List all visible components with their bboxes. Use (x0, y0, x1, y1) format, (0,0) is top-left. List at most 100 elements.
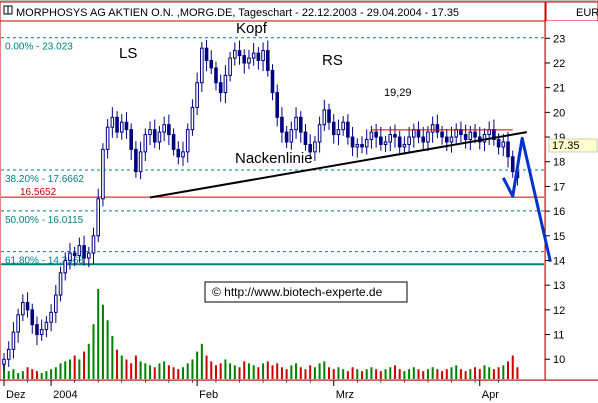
fib-level-label: 50.00% - 16.0115 (5, 215, 84, 226)
volume-bar (337, 367, 340, 379)
candle-body (233, 50, 237, 59)
resistance-value-label: 19,29 (384, 87, 412, 99)
copyright-box: © http://www.biotech-experte.de (204, 281, 408, 303)
volume-bar (40, 373, 43, 379)
y-tick-label: 12 (553, 305, 565, 317)
candle-body (449, 136, 454, 143)
x-tick-label: Feb (199, 389, 218, 401)
projection-path (501, 136, 552, 263)
candle-body (313, 141, 317, 153)
candle-body (2, 358, 6, 365)
volume-bar (469, 369, 472, 379)
volume-bar (295, 363, 298, 379)
volume-bar (3, 363, 5, 379)
candle-body (426, 131, 430, 143)
volume-bar (488, 367, 491, 379)
fib-level-label: 38.20% - 17.6662 (5, 174, 84, 185)
volume-bar (116, 349, 119, 379)
volume-bar (474, 367, 477, 379)
volume-bar (97, 289, 100, 379)
volume-bar (233, 365, 236, 379)
volume-bar (441, 371, 444, 379)
candle-body (167, 124, 171, 136)
candle-body (119, 121, 124, 133)
y-tick-label: 21 (553, 83, 565, 95)
candle-body (298, 116, 303, 133)
candle-body (54, 294, 58, 313)
candle-body (195, 82, 199, 108)
volume-bar (393, 365, 396, 379)
candle-body (162, 124, 166, 133)
volume-bar (134, 355, 137, 379)
volume-bar (78, 359, 81, 379)
y-tick-label: 15 (553, 231, 565, 243)
candle-body (30, 309, 35, 326)
volume-bar (111, 335, 114, 379)
neckline-trend-line (149, 131, 528, 199)
candle-body (148, 129, 152, 136)
y-tick-label: 22 (553, 58, 565, 70)
title-icon (3, 5, 13, 15)
volume-bar (313, 367, 316, 379)
volume-bar (247, 363, 250, 379)
volume-bar (139, 361, 142, 379)
candle-body (129, 129, 133, 150)
candle-body (360, 143, 364, 148)
candle-body (407, 136, 411, 145)
volume-bar (455, 365, 458, 379)
volume-bar (7, 371, 10, 379)
volume-bar (64, 361, 67, 379)
volume-bar (351, 367, 354, 379)
left-shoulder-label: LS (119, 45, 137, 62)
candle-body (364, 139, 369, 148)
candle-body (171, 134, 176, 150)
candle-body (16, 314, 20, 333)
volume-bar (356, 369, 359, 379)
volume-bar (304, 369, 307, 379)
fibonacci-layer: 0.00% - 23.023 38.20% - 17.6662 50.00% - 1… (1, 37, 544, 267)
volume-bar (332, 369, 335, 379)
candle-body (152, 129, 157, 143)
volume-bar (214, 365, 217, 379)
candle-body (72, 252, 77, 257)
candle-body (77, 245, 82, 257)
volume-bar (516, 367, 519, 379)
fib-level-label: 0.00% - 23.023 (5, 42, 73, 53)
volume-bar (431, 367, 434, 379)
candle-body (91, 235, 96, 254)
volume-bar (398, 369, 401, 379)
volume-bar (219, 363, 222, 379)
volume-bar (17, 373, 20, 379)
candle-body (463, 134, 468, 141)
volume-bar (205, 355, 208, 379)
y-tick-label: 17 (553, 181, 565, 193)
candle-body (294, 116, 298, 131)
volume-bar (200, 343, 203, 379)
candle-body (115, 116, 119, 133)
candle-body (223, 74, 228, 94)
candle-body (190, 106, 195, 131)
volume-bar (262, 363, 265, 379)
volume-bar (68, 359, 71, 379)
volume-bar (252, 365, 255, 379)
candle-body (468, 131, 473, 141)
candle-body (39, 329, 44, 336)
volume-bar (328, 367, 331, 379)
volume-bar (266, 361, 269, 379)
candle-body (181, 151, 185, 158)
volume-bar (403, 371, 406, 379)
candle-body (101, 148, 105, 200)
candle-body (454, 129, 459, 138)
volume-bar (426, 369, 429, 379)
candle-body (393, 134, 397, 138)
candle-body (25, 301, 30, 311)
volume-bar (309, 365, 312, 379)
last-value-marker: 17.35 (548, 138, 598, 153)
volume-bar (83, 351, 86, 379)
candle-body (496, 139, 501, 148)
candle-body (402, 143, 407, 148)
candle-body (82, 245, 86, 259)
volume-bar (153, 367, 156, 379)
